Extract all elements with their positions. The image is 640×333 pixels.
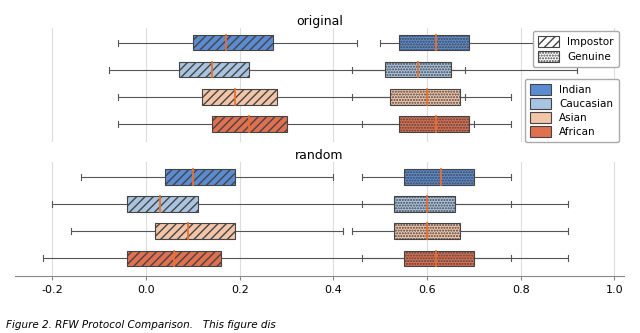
Bar [404,169,474,184]
Text: Figure 2. RFW Protocol Comparison.   This figure dis: Figure 2. RFW Protocol Comparison. This … [6,320,276,330]
Bar [193,35,273,51]
Bar [179,62,249,78]
Title: original: original [296,15,343,28]
Title: random: random [295,149,344,162]
Bar [394,223,460,239]
Bar [156,223,235,239]
Bar [202,89,277,105]
Bar [399,117,469,132]
Bar [127,250,221,266]
Legend: Indian, Caucasian, Asian, African: Indian, Caucasian, Asian, African [525,79,619,142]
Bar [399,35,469,51]
Bar [404,250,474,266]
Bar [127,196,198,211]
Bar [394,196,455,211]
Bar [390,89,460,105]
Bar [212,117,287,132]
Bar [385,62,451,78]
Bar [165,169,235,184]
